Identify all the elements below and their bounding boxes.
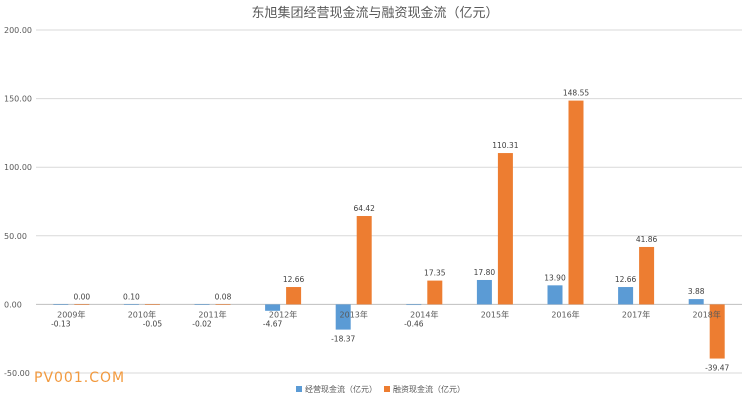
category-label: 2014年 (410, 309, 438, 319)
data-label: 12.66 (615, 275, 637, 284)
data-label: 64.42 (353, 204, 375, 213)
data-label: 0.00 (73, 292, 90, 301)
data-label: 0.08 (215, 292, 232, 301)
data-labels: -0.13 0.00 0.10 -0.05 -0.02 0.08 -4.67 12.66 -18… (51, 89, 729, 373)
y-tick-label: 50.00 (4, 232, 27, 241)
data-label: 13.90 (544, 273, 566, 282)
legend-swatch (384, 386, 390, 392)
chart-title: 东旭集团经营现金流与融资现金流（亿元） (251, 5, 498, 21)
category-label: 2009年 (57, 309, 85, 319)
data-label: 110.31 (492, 141, 518, 150)
operating-cashflow-bar (335, 304, 351, 330)
financing-cashflow-bar (144, 304, 160, 305)
y-tick-label: -50.00 (4, 369, 30, 378)
operating-cashflow-bar (265, 304, 281, 311)
financing-cashflow-bar (568, 100, 584, 305)
data-label: 148.55 (563, 89, 589, 98)
bars (53, 100, 725, 359)
legend-swatch (296, 386, 302, 392)
financing-cashflow-bar (215, 304, 231, 305)
category-label: 2010年 (128, 309, 156, 319)
data-label: -0.05 (143, 319, 163, 328)
financing-cashflow-bar (74, 304, 90, 305)
category-label: 2016年 (551, 309, 579, 319)
financing-cashflow-bar (709, 304, 725, 359)
operating-cashflow-bar (194, 304, 210, 305)
category-label: 2011年 (198, 309, 226, 319)
data-label: 17.80 (474, 268, 496, 277)
data-label: -4.67 (263, 319, 283, 328)
category-label: 2015年 (481, 309, 509, 319)
data-label: 17.35 (424, 269, 446, 278)
operating-cashflow-bar (53, 304, 69, 305)
data-label: 12.66 (283, 275, 305, 284)
watermark-text: PV001.COM (34, 370, 125, 386)
data-label: 3.88 (688, 287, 705, 296)
data-label: -0.02 (192, 319, 212, 328)
y-axis-ticks: -50.00 0.00 50.00 100.00 150.00 200.00 (4, 26, 32, 378)
category-label: 2017年 (622, 309, 650, 319)
operating-cashflow-bar (688, 299, 704, 305)
data-label: -18.37 (331, 335, 355, 344)
financing-cashflow-bar (356, 216, 372, 305)
data-label: -0.46 (404, 319, 424, 328)
legend: 经营现金流（亿元） 融资现金流（亿元） (296, 384, 465, 394)
data-label: -39.47 (705, 364, 729, 373)
data-label: -0.13 (51, 319, 71, 328)
data-label: 41.86 (636, 235, 658, 244)
y-tick-label: 100.00 (4, 163, 32, 172)
y-tick-label: 0.00 (4, 300, 22, 309)
y-tick-label: 150.00 (4, 95, 32, 104)
financing-cashflow-bar (497, 153, 513, 305)
operating-cashflow-bar (406, 304, 422, 306)
legend-label: 经营现金流（亿元） (305, 384, 377, 394)
financing-cashflow-bar (639, 246, 655, 305)
category-label: 2012年 (269, 309, 297, 319)
y-tick-label: 200.00 (4, 26, 32, 35)
operating-cashflow-bar (618, 287, 634, 305)
operating-cashflow-bar (547, 285, 563, 305)
x-axis-labels: 2009年 2010年 2011年 2012年 2013年 2014年 2015年 2016年… (57, 309, 721, 319)
operating-cashflow-bar (476, 279, 492, 305)
operating-cashflow-bar (123, 304, 139, 305)
category-label: 2018年 (693, 309, 721, 319)
category-label: 2013年 (340, 309, 368, 319)
legend-label: 融资现金流（亿元） (393, 384, 465, 394)
financing-cashflow-bar (286, 287, 302, 305)
financing-cashflow-bar (427, 280, 443, 305)
data-label: 0.10 (123, 292, 140, 301)
